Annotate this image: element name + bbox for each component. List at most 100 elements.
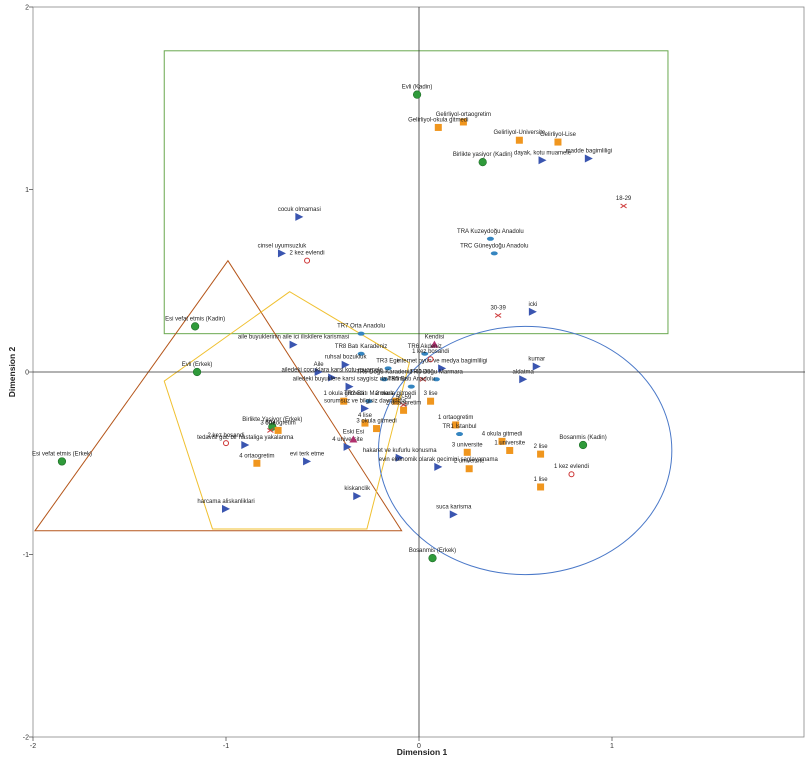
triangle-marker xyxy=(353,492,362,501)
point-label: TR8 Batı Karadeniz xyxy=(335,344,387,350)
square-marker xyxy=(452,421,460,429)
point-label: 4 lise xyxy=(358,413,373,419)
axis-ticks: -2 -1 0 1 -2 -1 0 1 2 xyxy=(23,5,614,751)
data-point: ruhsal bozukluk xyxy=(325,355,368,369)
circle-marker xyxy=(478,158,487,167)
y-tick-label: 0 xyxy=(25,370,29,377)
data-point: 2 lise xyxy=(534,444,548,458)
data-point: madde bagimliligi xyxy=(566,148,612,163)
data-point: 2 okula gitmedi xyxy=(376,391,416,405)
point-label: 4 ortaogretim xyxy=(239,453,274,459)
square-marker xyxy=(400,406,408,414)
oval-marker xyxy=(407,384,415,389)
point-label: internet oyun ve medya bagimliligi xyxy=(397,358,487,364)
point-label: Gelirliyol-ortaogretim xyxy=(436,112,491,118)
point-label: 3 universite xyxy=(452,442,483,448)
data-point: 3 okula gitmedi xyxy=(356,419,397,433)
point-label: suca karisma xyxy=(436,504,472,510)
point-label: 3 okula gitmedi xyxy=(356,419,396,425)
circle-marker xyxy=(192,367,202,377)
data-point: ailedeki cocuklara karsi kotu muamele xyxy=(281,367,383,382)
data-point: icki xyxy=(529,302,538,316)
y-tick-label: 1 xyxy=(25,187,29,194)
circle-marker xyxy=(191,322,200,331)
square-marker xyxy=(465,465,473,473)
data-point: cinsel uyumsuzluk xyxy=(258,243,307,258)
oval-marker xyxy=(380,377,388,382)
data-point: Bosanmis (Kadin) xyxy=(559,435,607,450)
triangle-marker xyxy=(395,453,404,462)
triangle-marker xyxy=(341,360,350,369)
y-tick-label: -1 xyxy=(23,552,29,559)
point-label: Birlikte yasiyor (Kadin) xyxy=(453,152,513,158)
data-point: 30-39 xyxy=(490,305,506,318)
data-point: 1 kez evlendi xyxy=(554,464,589,478)
square-marker xyxy=(373,425,381,433)
point-label: Gelirliyol-Lise xyxy=(540,132,577,138)
data-point: internet oyun ve medya bagimliligi xyxy=(397,358,487,373)
point-label: ruhsal bozukluk xyxy=(325,355,368,361)
point-label: 50-59 xyxy=(396,395,412,401)
point-label: TRC Güneydoğu Anadolu xyxy=(460,243,528,249)
x-tick-label: 0 xyxy=(417,743,421,750)
triangle-marker xyxy=(345,382,354,391)
point-label: madde bagimliligi xyxy=(566,148,612,154)
point-label: 30-39 xyxy=(490,305,506,311)
y-tick-label: -2 xyxy=(23,735,29,742)
data-point: 2 ortaogretim xyxy=(386,400,421,414)
data-point: 1 okula gitmedi xyxy=(324,391,364,405)
circle-marker xyxy=(428,554,437,563)
data-point: 3 lise xyxy=(424,391,439,405)
triangle-marker xyxy=(295,212,304,221)
oval-marker xyxy=(490,251,498,256)
reference-lines xyxy=(33,7,805,737)
point-label: Esi vefat etmis (Erkek) xyxy=(32,451,92,457)
x-tick-label: 1 xyxy=(610,743,614,750)
point-label: Kendisi xyxy=(425,335,445,341)
star-marker xyxy=(568,471,575,478)
data-point: TR3 Ege xyxy=(376,358,401,371)
oval-marker xyxy=(357,331,365,336)
cross-marker xyxy=(267,427,274,433)
circle-marker xyxy=(268,422,277,431)
triangle-marker xyxy=(222,504,230,513)
square-marker xyxy=(498,437,506,445)
triangle-marker xyxy=(584,154,593,163)
data-point: 3 universite xyxy=(452,442,483,456)
circle-marker xyxy=(412,90,422,99)
data-point: 4 lise xyxy=(358,413,373,427)
triangle-marker xyxy=(434,462,443,471)
data-point: 60+ xyxy=(265,420,276,433)
data-point: Esi vefat etmis (Kadin) xyxy=(165,316,225,331)
data-point: TRC Güneydoğu Anadolu xyxy=(460,243,528,256)
triangle-marker xyxy=(538,156,547,165)
triangle-marker xyxy=(289,340,298,349)
data-point: kiskanclik xyxy=(344,486,371,501)
point-label: aile buyuklerinin aile ici iliskilere ka… xyxy=(238,335,349,341)
square-marker xyxy=(340,397,348,405)
y-axis-title: Dimension 2 xyxy=(7,346,17,397)
data-point: 2 universite xyxy=(454,459,485,473)
data-point: sorumsuz ve bilgisiz davranma xyxy=(324,399,407,413)
square-marker xyxy=(537,450,545,458)
point-label: TR6 Akdeniz xyxy=(408,344,442,350)
triangle-marker xyxy=(449,510,458,519)
point-label: 2 okula gitmedi xyxy=(376,391,416,397)
point-label: 1 lise xyxy=(534,477,549,483)
point-label: 3 lise xyxy=(424,391,439,397)
star-marker xyxy=(304,257,311,264)
data-point: 1 kez bosandi xyxy=(412,349,449,363)
point-label: Gelirliyol-Universite xyxy=(494,130,546,136)
data-point: aile buyuklerinin aile ici iliskilere ka… xyxy=(238,335,349,349)
point-label: 40-49 xyxy=(415,369,431,375)
triangle-marker xyxy=(343,442,352,451)
point-label: 60+ xyxy=(265,420,276,426)
point-label: icki xyxy=(529,302,538,308)
data-point: TR2 Batı Marmara xyxy=(344,391,394,404)
point-label: Gelirliyol-okula gitmedi xyxy=(408,117,468,123)
star-marker xyxy=(223,440,229,447)
point-label: Bosanmis (Kadin) xyxy=(559,435,606,441)
square-marker xyxy=(554,138,562,146)
data-point: ailedeki buyuklere karsi saygisiz davran… xyxy=(293,377,407,391)
y-tick-label: 2 xyxy=(25,5,29,12)
